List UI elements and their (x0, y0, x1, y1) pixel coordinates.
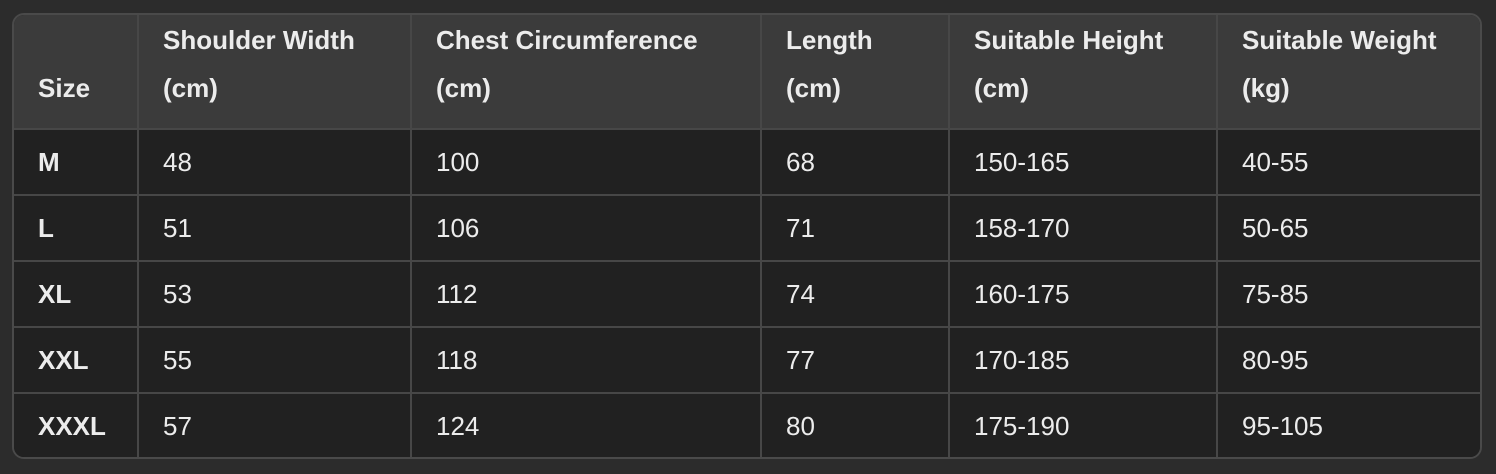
header-suitable-weight-unit: (kg) (1242, 73, 1290, 103)
header-suitable-height: Suitable Height (cm) (948, 15, 1218, 130)
header-row: Size Shoulder Width (cm) Chest Circumfer… (14, 15, 1480, 130)
table-row: XXL 55 118 77 170-185 80-95 (14, 326, 1480, 394)
cell-size: L (14, 194, 139, 262)
cell-shoulder-width: 55 (137, 326, 412, 394)
cell-length: 74 (760, 260, 950, 328)
cell-suitable-height: 170-185 (948, 326, 1218, 394)
cell-chest-circumference: 124 (410, 392, 762, 457)
header-shoulder-width-unit: (cm) (163, 73, 218, 103)
cell-shoulder-width: 57 (137, 392, 412, 457)
header-chest-circumference-label: Chest Circumference (436, 25, 698, 55)
header-chest-circumference: Chest Circumference (cm) (410, 15, 762, 130)
cell-size: XXL (14, 326, 139, 394)
cell-length: 80 (760, 392, 950, 457)
cell-shoulder-width: 51 (137, 194, 412, 262)
cell-suitable-height: 158-170 (948, 194, 1218, 262)
cell-size: M (14, 128, 139, 196)
header-chest-circumference-unit: (cm) (436, 73, 491, 103)
header-suitable-weight: Suitable Weight (kg) (1216, 15, 1480, 130)
cell-suitable-weight: 75-85 (1216, 260, 1480, 328)
cell-suitable-weight: 80-95 (1216, 326, 1480, 394)
table-header: Size Shoulder Width (cm) Chest Circumfer… (14, 15, 1480, 130)
cell-chest-circumference: 118 (410, 326, 762, 394)
header-length-unit: (cm) (786, 73, 841, 103)
cell-shoulder-width: 48 (137, 128, 412, 196)
header-shoulder-width-label: Shoulder Width (163, 25, 355, 55)
cell-length: 71 (760, 194, 950, 262)
cell-suitable-weight: 40-55 (1216, 128, 1480, 196)
header-length: Length (cm) (760, 15, 950, 130)
table-row: M 48 100 68 150-165 40-55 (14, 128, 1480, 196)
cell-chest-circumference: 112 (410, 260, 762, 328)
table-row: XL 53 112 74 160-175 75-85 (14, 260, 1480, 328)
cell-suitable-weight: 50-65 (1216, 194, 1480, 262)
cell-suitable-height: 175-190 (948, 392, 1218, 457)
cell-suitable-height: 160-175 (948, 260, 1218, 328)
table-body: M 48 100 68 150-165 40-55 L 51 106 71 15… (14, 128, 1480, 457)
cell-length: 68 (760, 128, 950, 196)
header-size: Size (14, 15, 139, 130)
table-row: XXXL 57 124 80 175-190 95-105 (14, 392, 1480, 457)
cell-chest-circumference: 106 (410, 194, 762, 262)
cell-size: XL (14, 260, 139, 328)
cell-suitable-weight: 95-105 (1216, 392, 1480, 457)
table-row: L 51 106 71 158-170 50-65 (14, 194, 1480, 262)
cell-size: XXXL (14, 392, 139, 457)
header-suitable-weight-label: Suitable Weight (1242, 25, 1437, 55)
header-suitable-height-unit: (cm) (974, 73, 1029, 103)
size-chart-table: Size Shoulder Width (cm) Chest Circumfer… (14, 15, 1480, 457)
header-suitable-height-label: Suitable Height (974, 25, 1164, 55)
cell-length: 77 (760, 326, 950, 394)
header-shoulder-width: Shoulder Width (cm) (137, 15, 412, 130)
cell-suitable-height: 150-165 (948, 128, 1218, 196)
header-size-label: Size (38, 73, 91, 103)
header-length-label: Length (786, 25, 873, 55)
cell-shoulder-width: 53 (137, 260, 412, 328)
cell-chest-circumference: 100 (410, 128, 762, 196)
size-chart-container: Size Shoulder Width (cm) Chest Circumfer… (12, 13, 1482, 459)
